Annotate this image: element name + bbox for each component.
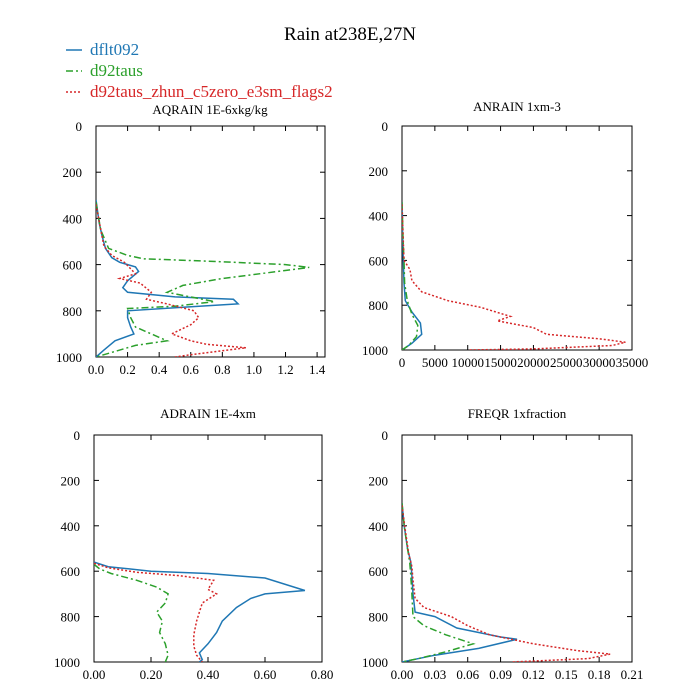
panel-3-ytick-label-4: 800 — [61, 610, 81, 625]
panel-1-series-3-line — [96, 204, 247, 357]
panel-1-xtick-label-1: 0.2 — [119, 362, 135, 377]
panel-3-ytick-label-3: 600 — [61, 564, 81, 579]
panels: AQRAIN 1E-6xkg/kg 0.0 0.2 0.4 0.6 0.8 1.0 1.2 1.… — [54, 99, 648, 682]
panel-2-title: ANRAIN 1xm-3 — [473, 99, 561, 114]
legend: dflt092 d92taus d92taus_zhun_c5zero_e3sm_f… — [66, 40, 333, 101]
panel-2-xtick-label-6: 30000 — [583, 355, 616, 370]
panel-3-series-2-line — [94, 563, 169, 662]
panel-1-frame — [95, 125, 326, 358]
figure-title: Rain at238E,27N — [284, 24, 416, 45]
panel-4-xtick-label-4: 0.12 — [522, 667, 545, 682]
panel-4-xtick-label-7: 0.21 — [621, 667, 644, 682]
panel-1-xtick-label-3: 0.6 — [183, 362, 200, 377]
panel-2-xtick-label-7: 35000 — [616, 355, 649, 370]
panel-1-xtick-label-5: 1.0 — [246, 362, 262, 377]
panel-4-series-3-line — [402, 505, 611, 662]
panel-3-ytick-label-1: 200 — [61, 473, 81, 488]
panel-4-ytick-label-3: 600 — [369, 564, 389, 579]
panel-3: ADRAIN 1E-4xm 0.00 0.20 0.40 0.60 0.80 0 200 400… — [54, 406, 333, 682]
panel-2-ytick-label-2: 400 — [369, 209, 389, 224]
panel-3-ytick-label-0: 0 — [74, 428, 81, 443]
panel-4-ytick-label-5: 1000 — [362, 655, 388, 670]
panel-4-xtick-label-2: 0.06 — [456, 667, 479, 682]
panel-4-series-2-line — [402, 503, 476, 662]
panel-4-xtick-label-3: 0.09 — [489, 667, 512, 682]
panel-2-xtick-label-3: 15000 — [484, 355, 517, 370]
legend-label-3: d92taus_zhun_c5zero_e3sm_flags2 — [90, 82, 333, 101]
panel-4-ytick-label-4: 800 — [369, 610, 389, 625]
panel-3-series-1-line — [94, 561, 306, 662]
panel-4-ytick-label-2: 400 — [369, 519, 389, 534]
panel-1-ytick-label-2: 400 — [63, 211, 83, 226]
panel-4-ytick-label-0: 0 — [382, 428, 389, 443]
legend-label-1: dflt092 — [90, 40, 139, 59]
panel-2-ytick-label-1: 200 — [369, 164, 389, 179]
panel-3-frame — [93, 434, 323, 663]
panel-2-xtick-label-5: 25000 — [550, 355, 583, 370]
panel-1-series-2-line — [96, 202, 310, 357]
panel-3-xtick-label-3: 0.60 — [254, 667, 277, 682]
panel-4-xtick-label-0: 0.00 — [391, 667, 414, 682]
panel-1: AQRAIN 1E-6xkg/kg 0.0 0.2 0.4 0.6 0.8 1.0 1.2 1.… — [56, 102, 326, 377]
panel-4: FREQR 1xfraction 0.00 0.03 0.06 0.09 0.12 0.15… — [362, 406, 643, 682]
panel-3-ytick-label-2: 400 — [61, 519, 81, 534]
panel-4-frame — [401, 434, 633, 663]
panel-3-xtick-label-1: 0.20 — [140, 667, 163, 682]
panel-1-xtick-label-0: 0.0 — [88, 362, 104, 377]
panel-1-ytick-label-4: 800 — [63, 304, 83, 319]
panel-4-ytick-label-1: 200 — [369, 473, 389, 488]
panel-2: ANRAIN 1xm-30 5000 10000 15000 20000 25000 300… — [362, 99, 648, 370]
panel-3-ytick-label-5: 1000 — [54, 655, 80, 670]
panel-1-xtick-label-6: 1.2 — [277, 362, 293, 377]
legend-label-2: d92taus — [90, 61, 143, 80]
panel-2-xtick-label-0: 0 — [399, 355, 406, 370]
panel-3-xtick-label-4: 0.80 — [311, 667, 334, 682]
panel-1-ytick-label-5: 1000 — [56, 350, 82, 365]
panel-2-xtick-label-4: 20000 — [517, 355, 550, 370]
panel-3-series-3-line — [94, 562, 219, 662]
panel-1-xtick-label-7: 1.4 — [309, 362, 326, 377]
panel-3-xtick-label-2: 0.40 — [197, 667, 220, 682]
panel-3-xtick-label-0: 0.00 — [83, 667, 106, 682]
panel-4-xtick-label-5: 0.15 — [555, 667, 578, 682]
panel-2-xtick-label-1: 5000 — [422, 355, 448, 370]
panel-2-ytick-label-4: 800 — [369, 298, 389, 313]
panel-1-ytick-label-1: 200 — [63, 165, 83, 180]
panel-2-ytick-label-0: 0 — [382, 119, 389, 134]
panel-1-xtick-label-4: 0.8 — [214, 362, 230, 377]
panel-2-xtick-label-2: 10000 — [451, 355, 484, 370]
panel-4-xtick-label-1: 0.03 — [423, 667, 446, 682]
panel-2-ytick-label-5: 1000 — [362, 343, 388, 358]
panel-3-title: ADRAIN 1E-4xm — [160, 406, 256, 421]
panel-2-series-3-line — [402, 204, 626, 350]
panel-1-ytick-label-3: 600 — [63, 258, 83, 273]
panel-1-ytick-label-0: 0 — [76, 119, 83, 134]
panel-2-ytick-label-3: 600 — [369, 253, 389, 268]
panel-4-title: FREQR 1xfraction — [468, 406, 567, 421]
panel-1-xtick-label-2: 0.4 — [151, 362, 168, 377]
panel-4-xtick-label-6: 0.18 — [588, 667, 611, 682]
panel-2-frame — [401, 125, 633, 351]
panel-1-series-1-line — [96, 199, 240, 357]
panel-4-series-1-line — [402, 503, 518, 662]
panel-1-title: AQRAIN 1E-6xkg/kg — [152, 102, 268, 117]
